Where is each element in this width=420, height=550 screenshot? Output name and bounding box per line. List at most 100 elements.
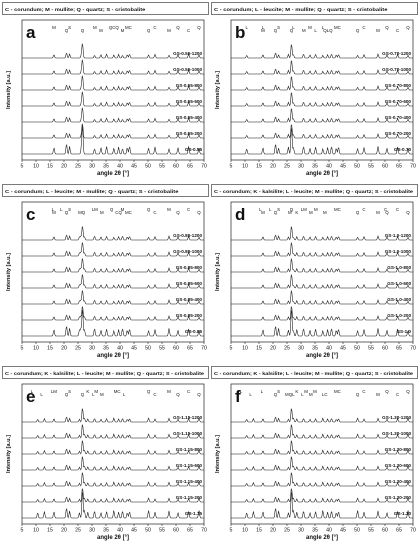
- x-tick-label: 20: [270, 346, 276, 352]
- series-label: GS-0.85-1000: [173, 249, 202, 254]
- diffractogram-line: [22, 290, 204, 305]
- phase-label: M: [304, 389, 308, 394]
- phase-label: LM: [92, 207, 98, 212]
- x-tick-label: 20: [61, 528, 67, 534]
- phase-label: L: [261, 389, 264, 394]
- phase-label: C: [153, 25, 156, 30]
- phase-label: S: [277, 25, 280, 30]
- phase-label: Q: [385, 389, 389, 394]
- series-label: GS-0.55-600: [176, 99, 203, 104]
- x-tick-label: 70: [201, 528, 207, 534]
- x-tick-label: 50: [354, 528, 360, 534]
- x-tick-label: 5: [21, 346, 24, 352]
- x-tick-label: 45: [340, 164, 346, 170]
- x-tick-label: 20: [61, 164, 67, 170]
- phase-label: M: [261, 28, 265, 33]
- diffractogram-line: [231, 309, 413, 337]
- phase-label: L: [301, 392, 304, 397]
- phase-label: MC: [114, 389, 121, 394]
- series-label: GS-0.55-1000: [173, 67, 202, 72]
- series-label: GS-0.85-800: [176, 265, 203, 270]
- diffractogram-line: [22, 306, 204, 321]
- diffractogram-line: [22, 424, 204, 439]
- phase-label: Q: [147, 207, 151, 212]
- phase-label: M: [94, 389, 98, 394]
- panel-title-box: [2, 2, 209, 15]
- diffractogram-line: [231, 290, 413, 305]
- phase-label: MQ: [78, 210, 86, 215]
- x-tick-label: 45: [131, 346, 137, 352]
- x-axis-label: angle 2θ [°]: [97, 171, 129, 177]
- diffractogram-line: [231, 226, 413, 241]
- diffractogram-line: [231, 456, 413, 471]
- phase-label: L: [240, 389, 243, 394]
- phase-label: M: [99, 28, 103, 33]
- phase-label: M: [121, 207, 125, 212]
- phase-label: Q: [290, 207, 294, 212]
- phase-label: Q: [356, 392, 360, 397]
- series-label: GS-1.0-1200: [385, 233, 412, 238]
- series-label: GS-1.15-1200: [173, 415, 202, 420]
- x-tick-label: 70: [201, 346, 207, 352]
- diffractogram-line: [22, 472, 204, 487]
- series-label: GS-0.55-400: [176, 115, 203, 120]
- series-label: GS-1.0: [396, 329, 411, 334]
- panel-b: C - corundum; L - leucite; M - mullite; …: [211, 2, 418, 177]
- x-tick-label: 50: [354, 346, 360, 352]
- phase-label: M: [323, 210, 327, 215]
- series-label: GS-1.15-200: [176, 495, 203, 500]
- x-tick-label: 45: [340, 528, 346, 534]
- phase-label: LM: [51, 389, 57, 394]
- phase-label: Q: [197, 25, 201, 30]
- phase-label: L: [322, 25, 325, 30]
- series-label: GS-0.85-1200: [173, 233, 202, 238]
- diffractogram-line: [22, 274, 204, 289]
- x-tick-label: 30: [298, 346, 304, 352]
- x-tick-label: 15: [256, 346, 262, 352]
- x-tick-label: 70: [410, 528, 416, 534]
- x-tick-label: 60: [173, 164, 179, 170]
- phase-label: S: [68, 25, 71, 30]
- phase-label: Q: [274, 28, 278, 33]
- phase-label: Q: [147, 389, 151, 394]
- series-label: GS-1.15-1000: [173, 431, 202, 436]
- phase-label: M: [52, 25, 56, 30]
- phase-label: S: [277, 207, 280, 212]
- x-tick-label: 35: [312, 346, 318, 352]
- x-tick-label: 5: [230, 164, 233, 170]
- phase-label: Q: [356, 210, 360, 215]
- y-axis-label: Intensity [a.u.]: [6, 435, 12, 473]
- x-tick-label: 20: [61, 346, 67, 352]
- phase-label: L: [259, 207, 262, 212]
- x-tick-label: 65: [187, 164, 193, 170]
- series-label: GS-1.15-800: [176, 447, 203, 452]
- x-tick-label: 55: [159, 164, 165, 170]
- phase-label: MC: [334, 389, 341, 394]
- x-tick-label: 65: [187, 346, 193, 352]
- phase-label: M: [167, 28, 171, 33]
- series-label: GS-0.70-1200: [382, 51, 411, 56]
- panel-letter: e: [26, 387, 35, 406]
- diffractogram-line: [22, 440, 204, 455]
- panel-letter: b: [235, 23, 245, 42]
- phase-label: Q: [176, 210, 180, 215]
- phase-label: MC: [334, 207, 341, 212]
- diffractogram-line: [22, 59, 204, 75]
- panel-letter: c: [26, 205, 35, 224]
- phase-label: Q: [110, 207, 114, 212]
- panel-title-box: [211, 184, 418, 197]
- panel-d: C - corundum; K - kalsilite; L - leucite…: [211, 184, 418, 359]
- diffractogram-line: [231, 440, 413, 455]
- phase-label: Q: [406, 25, 410, 30]
- phase-label: C: [153, 210, 156, 215]
- phase-label: L: [123, 392, 126, 397]
- phase-label: M: [100, 392, 104, 397]
- diffractogram-line: [22, 488, 204, 503]
- phase-label: Q: [176, 25, 180, 30]
- series-label: GS-1.15-600: [176, 463, 203, 468]
- x-tick-label: 25: [75, 346, 81, 352]
- diffractogram-line: [231, 44, 413, 59]
- phase-label: L: [262, 25, 265, 30]
- x-tick-label: 20: [270, 164, 276, 170]
